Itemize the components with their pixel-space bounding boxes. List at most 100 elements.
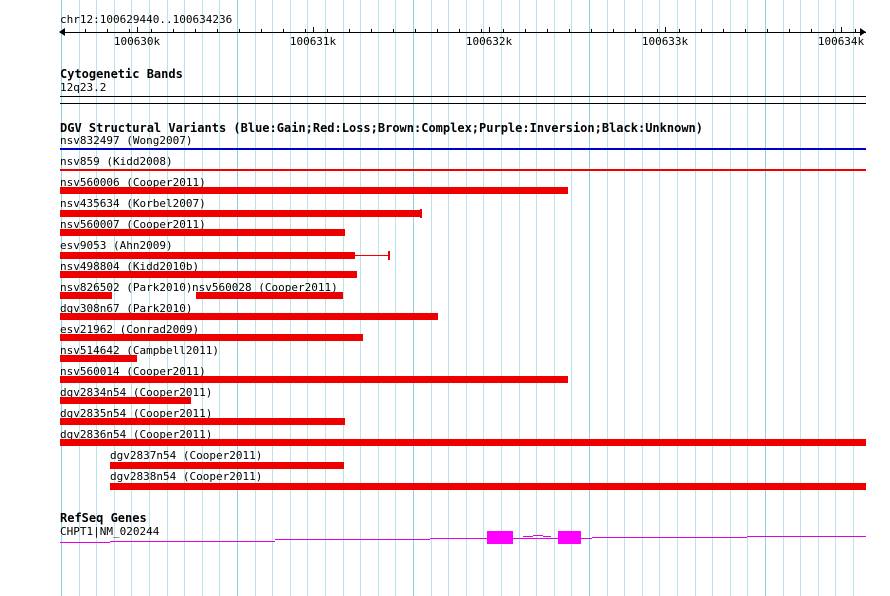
dgv-variant-bar[interactable] <box>60 439 866 446</box>
gridline <box>519 0 520 596</box>
dgv-variant-label[interactable]: dgv2835n54 (Cooper2011) <box>60 407 213 420</box>
gene-intron-line <box>592 537 747 538</box>
ruler-minor-tick <box>767 29 768 33</box>
gene-exon[interactable] <box>487 531 513 544</box>
gridline <box>536 0 537 596</box>
ruler-tick-label: 100632k <box>465 35 513 48</box>
dgv-variant-bar[interactable] <box>60 210 422 217</box>
dgv-variant-label[interactable]: nsv832497 (Wong2007) <box>60 134 193 147</box>
ruler-major-tick <box>489 27 490 33</box>
ruler-minor-tick <box>525 29 526 33</box>
dgv-variant-bar[interactable] <box>60 229 345 236</box>
dgv-variant-label[interactable]: nsv498804 (Kidd2010b) <box>60 260 200 273</box>
dgv-variant-bar[interactable] <box>196 292 343 299</box>
gene-intron-step <box>533 535 543 536</box>
gridline <box>360 0 361 596</box>
dgv-variant-bar[interactable] <box>60 169 866 171</box>
dgv-variant-label[interactable]: nsv560028 (Cooper2011) <box>192 281 338 294</box>
ruler-axis-line <box>60 32 866 33</box>
gridline <box>642 0 643 596</box>
dgv-variant-bar[interactable] <box>60 271 357 278</box>
ruler-minor-tick <box>569 29 570 33</box>
dgv-variant-bar[interactable] <box>60 418 345 425</box>
gridline <box>730 0 731 596</box>
gridline <box>131 0 132 596</box>
dgv-variant-label[interactable]: nsv514642 (Campbell2011) <box>60 344 219 357</box>
gridline <box>765 0 766 596</box>
dgv-variant-bar[interactable] <box>60 148 866 150</box>
ruler-minor-tick <box>63 29 64 33</box>
refseq-gene-label[interactable]: CHPT1|NM_020244 <box>60 525 160 538</box>
ruler-minor-tick <box>261 29 262 33</box>
ruler-minor-tick <box>371 29 372 33</box>
dgv-variant-whisker <box>355 255 388 256</box>
dgv-variant-label[interactable]: nsv560006 (Cooper2011) <box>60 176 206 189</box>
ruler-minor-tick <box>855 29 856 33</box>
dgv-variant-label[interactable]: dgv2838n54 (Cooper2011) <box>110 470 263 483</box>
ruler-tick-label: 100631k <box>289 35 337 48</box>
dgv-variant-bar[interactable] <box>60 292 112 299</box>
right-arrow-icon[interactable] <box>860 28 866 36</box>
ruler-major-tick <box>313 27 314 33</box>
dgv-variant-bar[interactable] <box>60 355 137 362</box>
gridline <box>677 0 678 596</box>
gridline <box>448 0 449 596</box>
dgv-variant-label[interactable]: nsv560014 (Cooper2011) <box>60 365 206 378</box>
dgv-variant-label[interactable]: nsv435634 (Korbel2007) <box>60 197 206 210</box>
dgv-variant-bar[interactable] <box>60 252 355 259</box>
dgv-variant-label[interactable]: dgv2834n54 (Cooper2011) <box>60 386 213 399</box>
dgv-variant-label[interactable]: esv21962 (Conrad2009) <box>60 323 200 336</box>
dgv-variant-label[interactable]: esv9053 (Ahn2009) <box>60 239 173 252</box>
ruler-minor-tick <box>151 29 152 33</box>
genomic-position-label: chr12:100629440..100634236 <box>60 13 233 26</box>
dgv-variant-label[interactable]: dgv308n67 (Park2010) <box>60 302 193 315</box>
dgv-variant-endcap <box>420 209 422 218</box>
ruler-minor-tick <box>437 29 438 33</box>
dgv-variant-bar[interactable] <box>60 187 568 194</box>
gridline <box>466 0 467 596</box>
ruler-minor-tick <box>195 29 196 33</box>
gene-intron-step <box>551 538 558 539</box>
gridline <box>554 0 555 596</box>
gene-exon[interactable] <box>558 531 581 544</box>
ruler-minor-tick <box>723 29 724 33</box>
dgv-variant-bar[interactable] <box>60 376 568 383</box>
gridline <box>800 0 801 596</box>
gridline <box>783 0 784 596</box>
gene-intron-step <box>513 538 523 539</box>
gridline <box>114 0 115 596</box>
gridline <box>149 0 150 596</box>
cytoband-rule-bottom <box>60 103 866 104</box>
gridline <box>853 0 854 596</box>
dgv-variant-bar[interactable] <box>60 334 363 341</box>
gridline <box>167 0 168 596</box>
gene-intron-line <box>60 542 110 543</box>
gridline <box>589 0 590 596</box>
dgv-variant-bar[interactable] <box>60 313 438 320</box>
gridline <box>395 0 396 596</box>
dgv-variant-label[interactable]: nsv560007 (Cooper2011) <box>60 218 206 231</box>
ruler-minor-tick <box>327 29 328 33</box>
ruler-minor-tick <box>657 29 658 33</box>
ruler-minor-tick <box>173 29 174 33</box>
gridline <box>501 0 502 596</box>
gridline <box>483 0 484 596</box>
dgv-variant-bar[interactable] <box>60 397 191 404</box>
dgv-variant-bar[interactable] <box>110 462 344 469</box>
ruler-minor-tick <box>107 29 108 33</box>
ruler-minor-tick <box>283 29 284 33</box>
dgv-variant-label[interactable]: nsv826502 (Park2010) <box>60 281 193 294</box>
dgv-variant-label[interactable]: dgv2836n54 (Cooper2011) <box>60 428 213 441</box>
cytoband-rule-top <box>60 96 866 97</box>
ruler-minor-tick <box>217 29 218 33</box>
left-arrow-icon[interactable] <box>59 28 65 36</box>
ruler-minor-tick <box>393 29 394 33</box>
ruler-minor-tick <box>635 29 636 33</box>
dgv-variant-label[interactable]: dgv2837n54 (Cooper2011) <box>110 449 263 462</box>
dgv-variant-bar[interactable] <box>110 483 866 490</box>
ruler-minor-tick <box>415 29 416 33</box>
ruler-minor-tick <box>349 29 350 33</box>
ruler-minor-tick <box>679 29 680 33</box>
dgv-variant-label[interactable]: nsv859 (Kidd2008) <box>60 155 173 168</box>
cytoband-label[interactable]: 12q23.2 <box>60 81 107 94</box>
